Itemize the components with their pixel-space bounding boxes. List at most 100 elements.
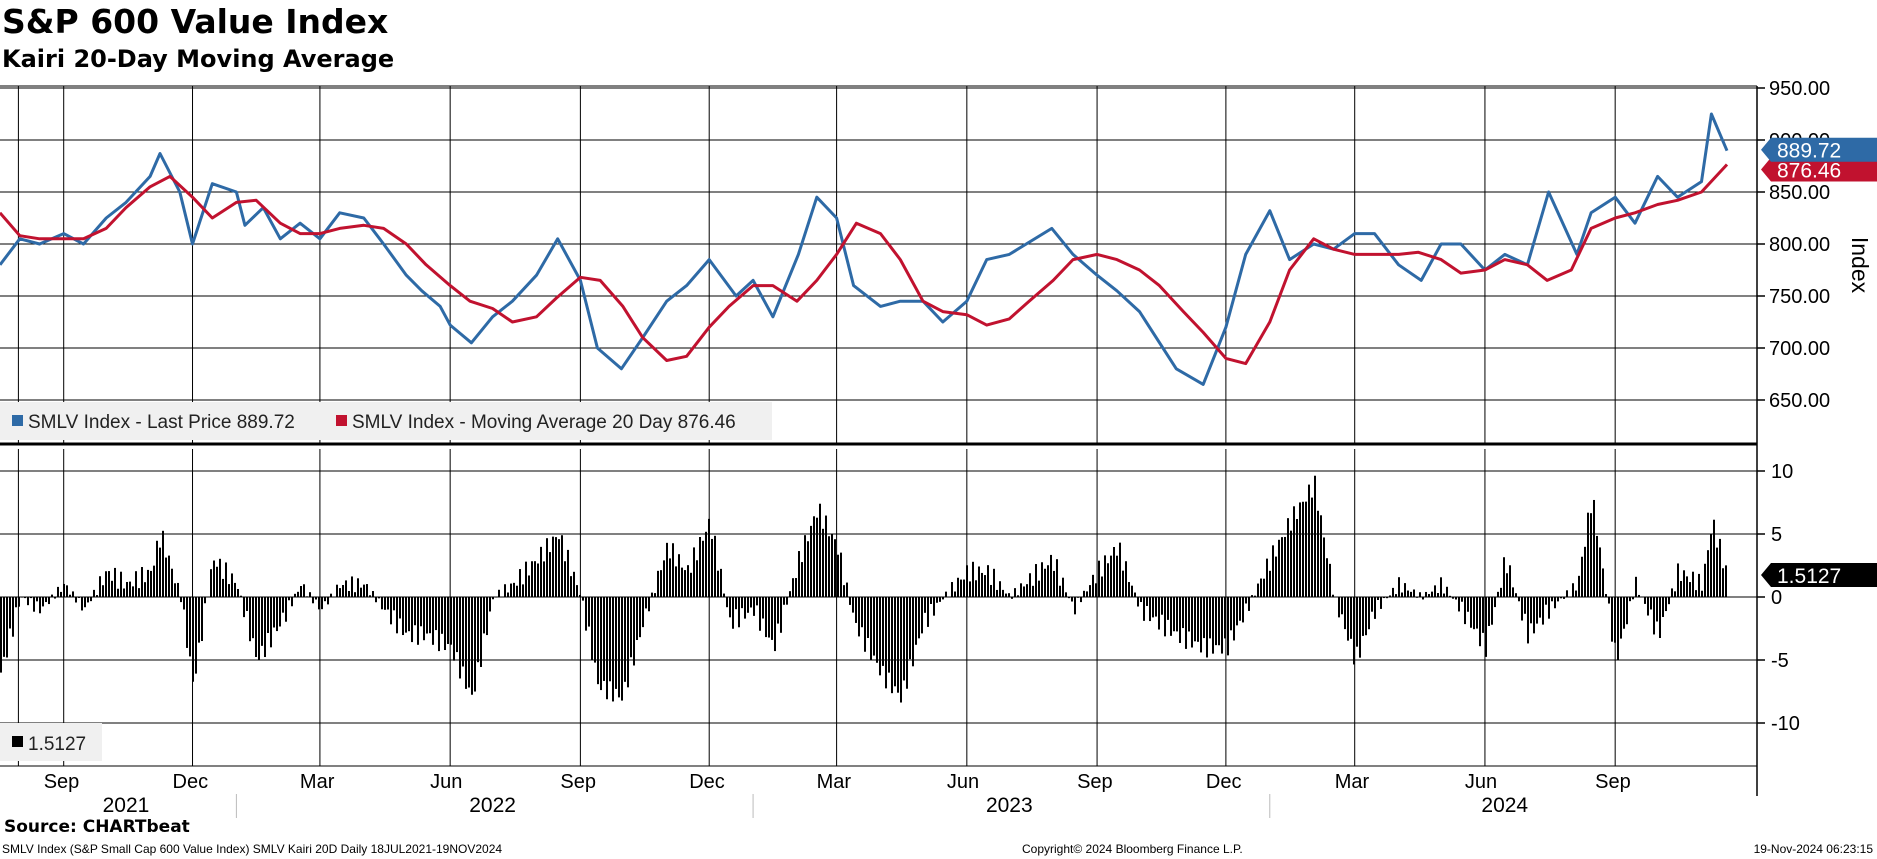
kairi-bar	[1392, 587, 1394, 597]
kairi-bar	[84, 597, 86, 608]
kairi-bar	[807, 541, 809, 597]
kairi-bar	[102, 585, 104, 597]
kairi-bar	[687, 565, 689, 597]
kairi-bar	[1425, 591, 1427, 597]
kairi-bar	[1419, 592, 1421, 597]
kairi-bar	[1518, 597, 1520, 602]
kairi-bar	[369, 595, 371, 597]
kairi-bar	[1512, 587, 1514, 597]
kairi-bar	[90, 597, 92, 602]
kairi-bar	[132, 586, 134, 597]
kairi-bar	[1605, 594, 1607, 597]
x-tick-label: Sep	[1595, 771, 1631, 793]
kairi-bar	[1545, 597, 1547, 605]
x-tick-label: Mar	[1335, 771, 1370, 793]
kairi-bar	[1542, 597, 1544, 625]
kairi-bar	[306, 596, 308, 597]
kairi-bar	[1089, 585, 1091, 597]
kairi-bar	[45, 597, 47, 603]
kairi-bar	[1248, 597, 1250, 611]
kairi-bar	[1095, 583, 1097, 597]
kairi-bar	[666, 542, 668, 597]
kairi-bar	[597, 597, 599, 685]
price-lines	[0, 112, 1729, 386]
kairi-bar	[606, 597, 608, 700]
kairi-bar	[510, 583, 512, 597]
kairi-bar	[1410, 591, 1412, 597]
kairi-bar	[330, 593, 332, 597]
y-tick-label-top: 950.00	[1769, 78, 1830, 100]
kairi-bar	[1515, 593, 1517, 597]
kairi-bar	[1482, 597, 1484, 633]
kairi-bar	[1116, 555, 1118, 597]
kairi-bar	[1449, 595, 1451, 597]
kairi-bar	[939, 597, 941, 602]
kairi-bar	[840, 552, 842, 597]
kairi-bar	[1077, 597, 1079, 598]
kairi-bar	[39, 597, 41, 614]
kairi-bar	[1041, 562, 1043, 597]
kairi-bar	[768, 597, 770, 638]
kairi-bar	[1356, 597, 1358, 647]
kairi-bar	[1485, 597, 1487, 657]
kairi-bar	[75, 597, 77, 603]
footer-copyright: Copyright© 2024 Bloomberg Finance L.P.	[1022, 842, 1243, 856]
kairi-bar	[105, 571, 107, 597]
kairi-bar	[906, 597, 908, 689]
kairi-bar	[201, 597, 203, 642]
kairi-bar	[1167, 597, 1169, 620]
kairi-bar	[1299, 502, 1301, 597]
kairi-bar	[594, 597, 596, 663]
kairi-bar	[1014, 588, 1016, 597]
kairi-bar	[114, 567, 116, 597]
kairi-bar	[924, 597, 926, 613]
kairi-bar	[213, 560, 215, 597]
kairi-bar	[690, 572, 692, 597]
kairi-bar	[1185, 597, 1187, 649]
y-tick-label-bottom: 5	[1771, 524, 1782, 546]
kairi-bar	[267, 597, 269, 633]
kairi-bar	[1194, 597, 1196, 642]
legend-layer: SMLV Index - Last Price 889.72 SMLV Index…	[0, 402, 772, 761]
axis-layer: 650.00700.00750.00800.00850.00900.00950.…	[44, 78, 1877, 818]
kairi-bar	[648, 597, 650, 612]
kairi-bar	[336, 584, 338, 597]
kairi-bar	[672, 543, 674, 597]
moving-average-line	[0, 163, 1729, 366]
kairi-bar	[1440, 577, 1442, 597]
kairi-bar	[537, 563, 539, 597]
kairi-bar	[1026, 584, 1028, 597]
kairi-bar	[1467, 597, 1469, 612]
kairi-bar	[642, 597, 644, 628]
kairi-bar	[726, 597, 728, 608]
kairi-bar	[486, 597, 488, 636]
kairi-bar	[1497, 591, 1499, 597]
kairi-bar	[567, 549, 569, 597]
kairi-bar	[663, 560, 665, 597]
kairi-bar	[1695, 590, 1697, 597]
kairi-bar	[1536, 597, 1538, 624]
kairi-bar	[1560, 597, 1562, 599]
kairi-bar	[741, 597, 743, 609]
kairi-bar	[1023, 586, 1025, 597]
kairi-bar	[543, 561, 545, 597]
kairi-bar	[1308, 484, 1310, 597]
price-last-value-tag-bg	[1761, 137, 1877, 162]
kairi-bar	[129, 581, 131, 597]
kairi-bar	[1281, 537, 1283, 597]
kairi-bar	[231, 573, 233, 597]
kairi-bar	[315, 597, 317, 600]
kairi-bar	[1008, 593, 1010, 597]
kairi-bar	[774, 597, 776, 652]
kairi-bar	[165, 557, 167, 597]
x-tick-label: Sep	[1077, 771, 1113, 793]
kairi-bar	[120, 571, 122, 597]
kairi-bar	[1101, 576, 1103, 597]
kairi-bar	[708, 518, 710, 597]
kairi-bar	[483, 597, 485, 634]
kairi-bar	[1161, 597, 1163, 615]
kairi-bar	[204, 597, 206, 604]
kairi-bar	[891, 597, 893, 694]
kairi-bar	[921, 597, 923, 634]
